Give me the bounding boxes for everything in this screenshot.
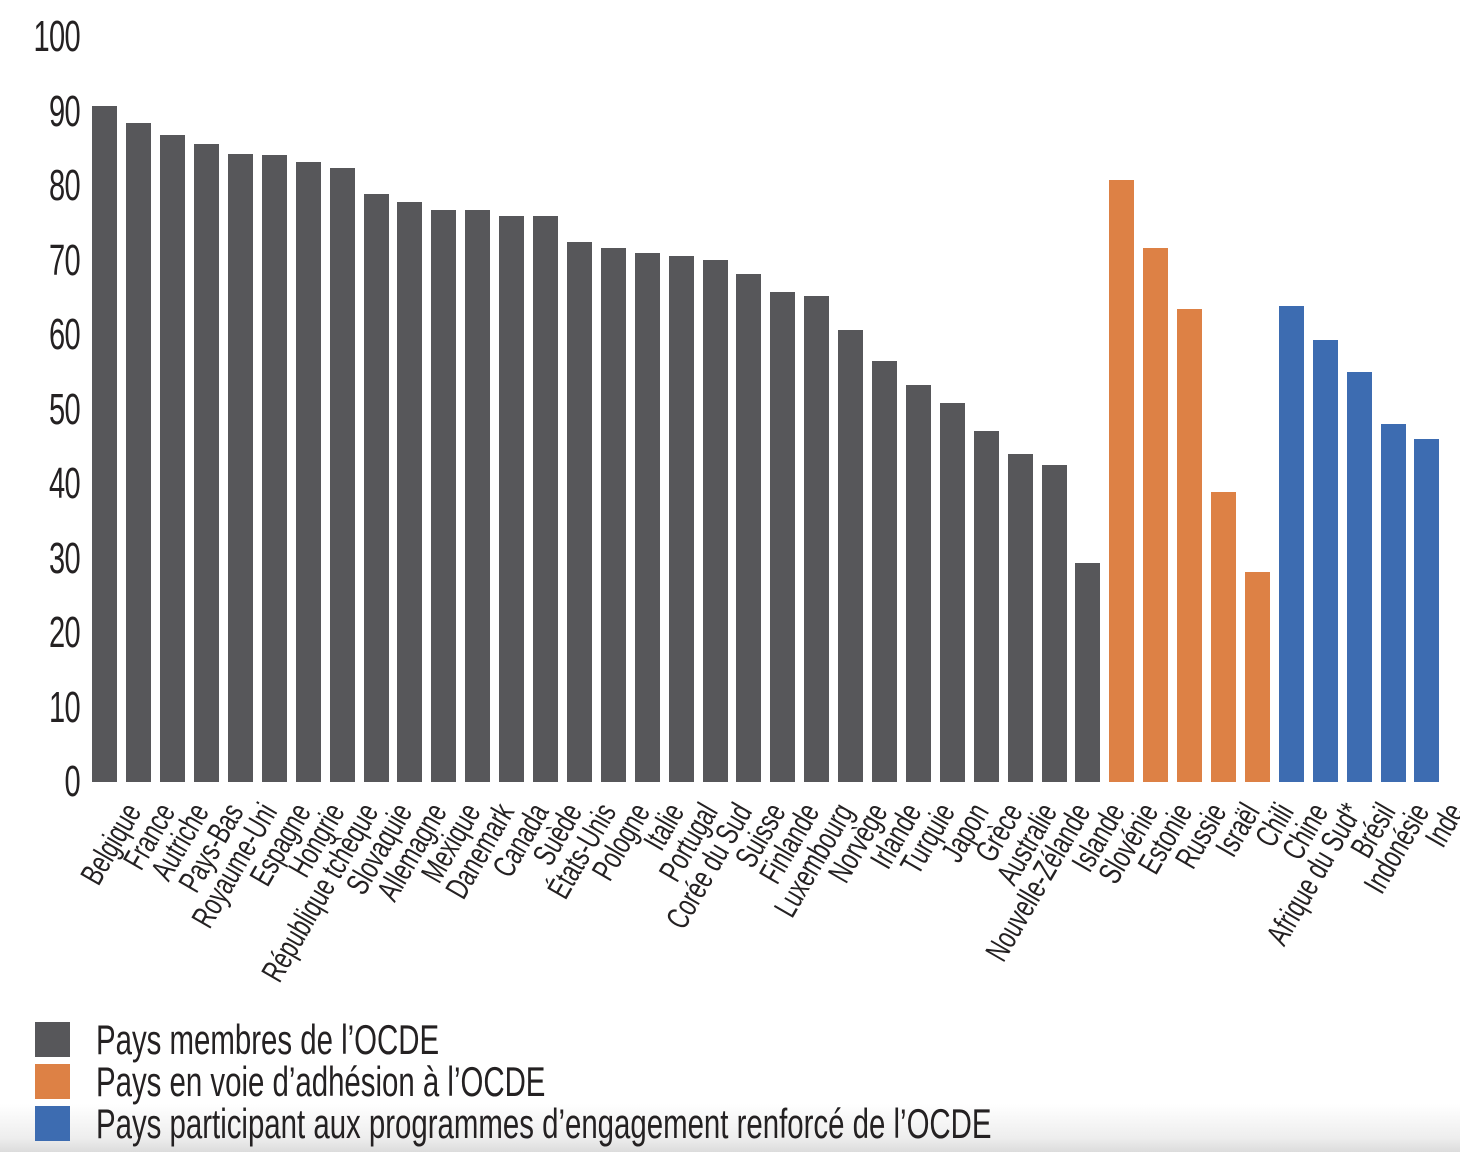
bar-republique-tcheque [329,168,355,782]
bar-russie [1177,308,1203,782]
y-axis-tick-label: 20 [49,608,81,657]
legend-swatch-engagement [35,1106,70,1141]
y-axis-tick-label: 50 [49,384,81,434]
bar-inde [1414,439,1440,782]
bar-japon [939,402,965,782]
plot-area: 0 10 20 30 40 50 60 70 80 90 100 Belgique France Autr… [33,12,1460,988]
bar-israel [1211,492,1236,782]
bar-belgique [92,105,118,782]
bar-irlande [872,361,897,782]
bar-slovenie [1109,180,1135,782]
bar-france [126,123,152,782]
y-axis-tick-label: 40 [49,459,81,508]
legend-label: Pays en voie d’adhésion à l’OCDE [96,1058,546,1105]
bar-estonie [1143,247,1169,782]
legend-swatch-member [35,1022,70,1057]
bar-hongrie [295,162,321,782]
bar-indonesie [1380,423,1406,782]
bar-nouvelle-zelande [1041,464,1067,782]
y-axis-tick-label: 80 [49,161,81,210]
bar-coree-du-sud [702,259,728,782]
bar-royaume-uni [227,153,253,782]
legend-swatch-accession [35,1064,70,1099]
bar-autriche [160,135,186,782]
bar-slovaquie [363,194,389,782]
y-axis-tick-label: 30 [49,533,81,583]
bar-finlande [770,291,796,782]
bar-italie [634,253,660,782]
y-axis-tick-label: 60 [49,310,81,359]
bar-canada [499,215,525,782]
bar-suisse [736,273,762,782]
y-axis-tick-label: 0 [64,757,81,806]
legend-row-member: Pays membres de l’OCDE [35,1016,586,1063]
bar-afrique-du-sud [1312,340,1338,782]
bar-mexique [431,209,457,782]
y-axis-tick-label: 70 [49,235,81,285]
bar-portugal [668,256,694,782]
x-axis-label: Inde [1417,797,1460,853]
y-axis-tick-label: 100 [33,12,81,61]
bar-danemark [465,209,491,782]
bar-allemagne [397,201,423,782]
bar-grece [973,431,999,782]
legend-row-accession: Pays en voie d’adhésion à l’OCDE [35,1058,738,1105]
bar-chine [1278,305,1304,782]
bar-pologne [600,247,626,782]
bar-bresil [1346,372,1372,782]
bar-islande [1075,562,1101,782]
bar-australie [1007,454,1033,782]
bar-turquie [905,384,931,782]
bar-chili [1244,571,1270,782]
legend-label: Pays membres de l’OCDE [96,1016,440,1063]
bar-norvege [838,329,864,782]
bar-espagne [261,155,287,782]
y-axis-tick-label: 10 [49,682,81,732]
bar-etats-unis [566,241,592,782]
bar-suede [533,215,558,782]
legend-row-engagement: Pays participant aux programmes d’engage… [35,1100,1375,1147]
bar-pays-bas [194,143,219,782]
legend-label: Pays participant aux programmes d’engage… [96,1100,992,1147]
bottom-gradient [0,1104,1460,1152]
bar-luxembourg [804,295,830,782]
y-axis-tick-label: 90 [49,86,81,136]
